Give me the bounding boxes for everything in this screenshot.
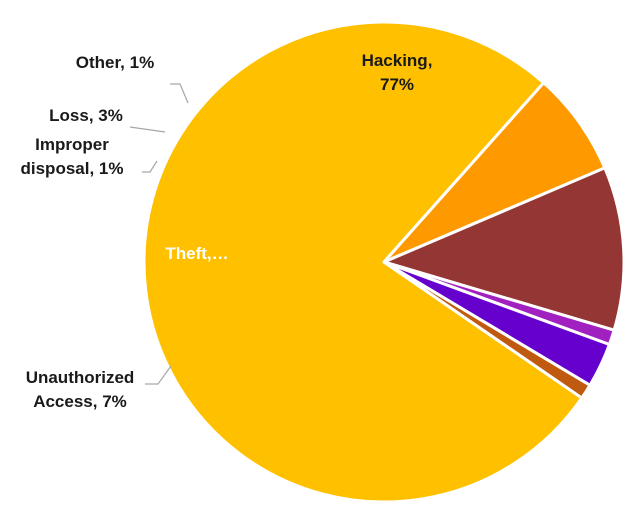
leader-line-loss bbox=[129, 126, 166, 133]
pie-slice-theft bbox=[382, 166, 626, 332]
pie-slice-hacking bbox=[142, 20, 584, 504]
data-label-theft: Theft,… bbox=[165, 244, 228, 263]
leader-line-unauthorized-access bbox=[145, 365, 172, 385]
data-label-other: Other, 1% bbox=[76, 53, 154, 72]
pie-slice-other bbox=[382, 260, 592, 400]
leader-line-other bbox=[170, 83, 189, 104]
data-label-unauthorized-access: Unauthorized Access, 7% bbox=[26, 368, 135, 411]
data-label-loss: Loss, 3% bbox=[49, 106, 123, 125]
data-label-improper-disposal: Improper disposal, 1% bbox=[21, 135, 124, 178]
data-label-hacking: Hacking, 77% bbox=[362, 51, 433, 94]
pie-slice-unauthorized-access bbox=[382, 81, 607, 264]
leader-line-improper-disposal bbox=[142, 160, 158, 173]
